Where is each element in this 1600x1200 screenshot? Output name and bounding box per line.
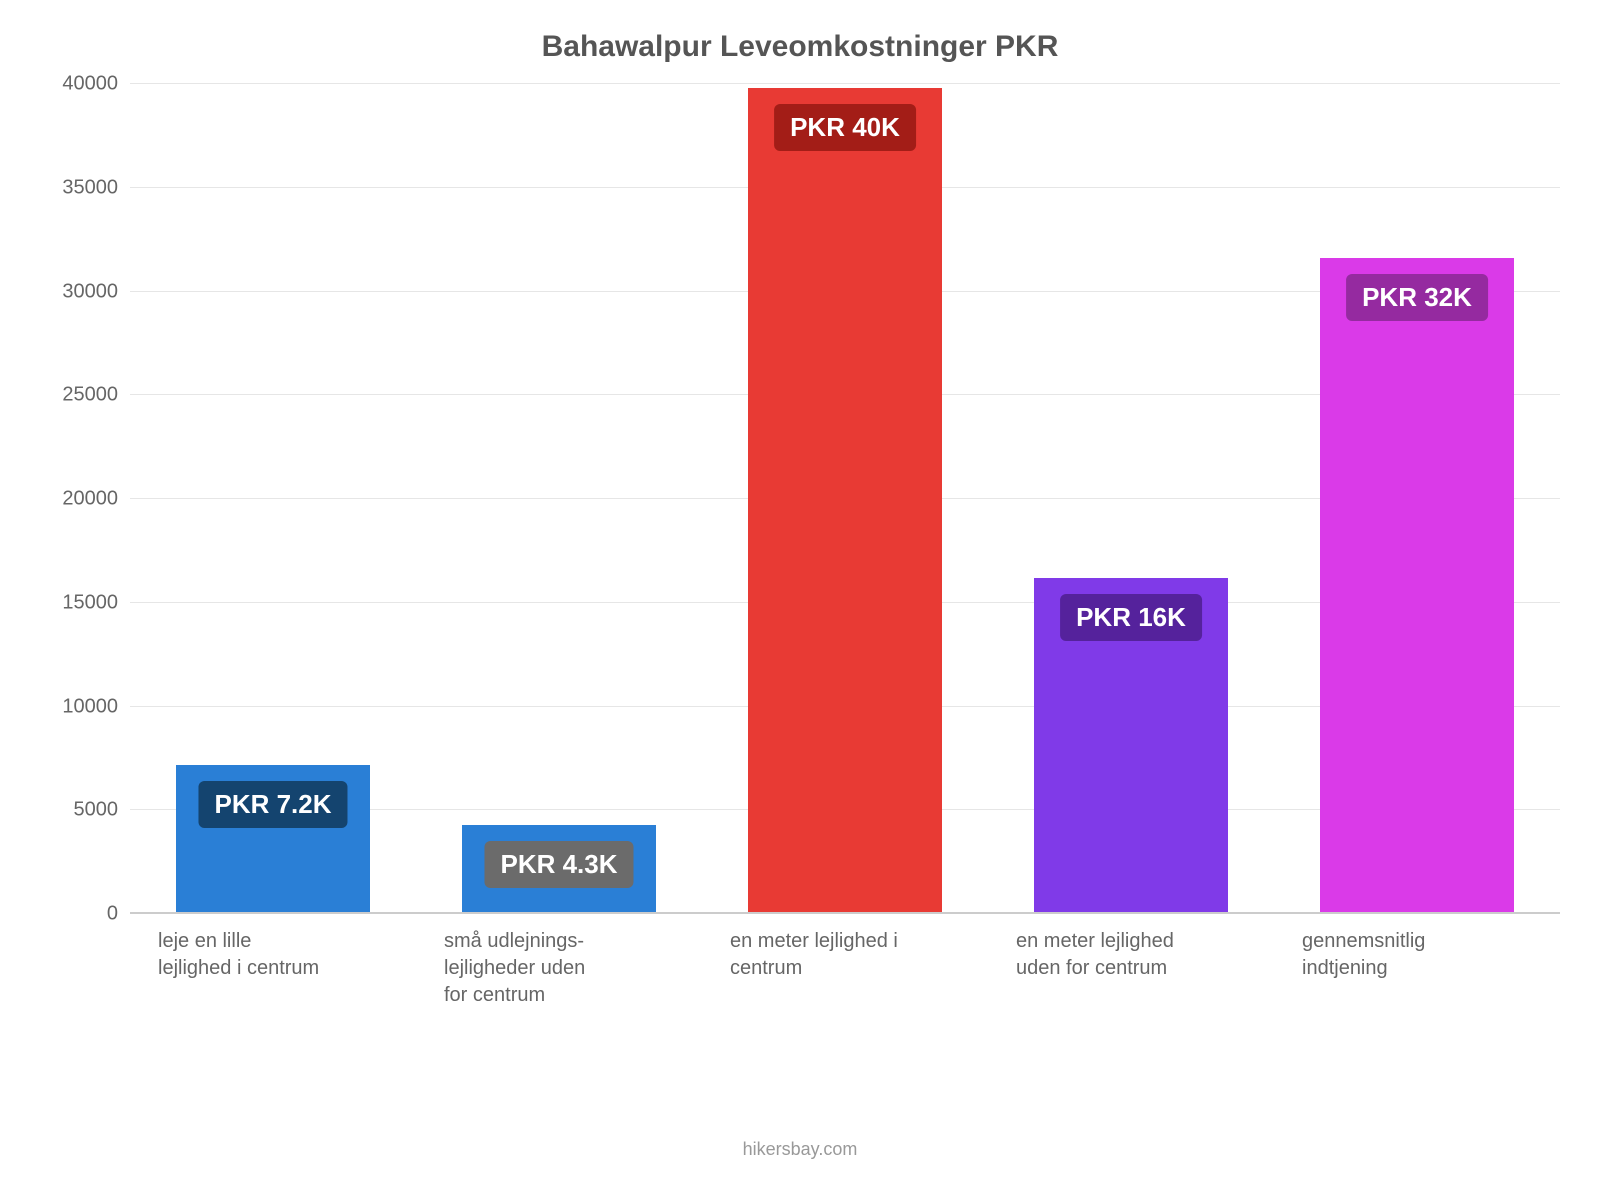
x-label-slot: en meter lejlighed i centrum	[702, 914, 988, 1009]
plot-area: PKR 7.2KPKR 4.3KPKR 40KPKR 16KPKR 32K 05…	[130, 84, 1560, 914]
value-badge: PKR 7.2K	[198, 781, 347, 828]
x-axis-label: leje en lille lejlighed i centrum	[158, 928, 328, 1009]
x-axis-label: en meter lejlighed uden for centrum	[1016, 928, 1186, 1009]
chart-title: Bahawalpur Leveomkostninger PKR	[40, 30, 1560, 64]
x-axis-label: en meter lejlighed i centrum	[730, 928, 900, 1009]
value-badge: PKR 40K	[774, 104, 916, 151]
bars-layer: PKR 7.2K PKR 4.3K PKR 40K PKR 16K PKR 32K	[130, 84, 1560, 914]
x-label-slot: gennemsnitlig indtjening	[1274, 914, 1560, 1009]
bar-slot: PKR 40K	[702, 84, 988, 914]
value-badge: PKR 16K	[1060, 594, 1202, 641]
y-axis-tick-label: 20000	[62, 488, 130, 511]
bar-slot: PKR 32K	[1274, 84, 1560, 914]
x-axis-label: små udlejnings-lejligheder uden for cent…	[444, 928, 614, 1009]
x-label-slot: leje en lille lejlighed i centrum	[130, 914, 416, 1009]
y-axis-tick-label: 30000	[62, 280, 130, 303]
y-axis-tick-label: 40000	[62, 73, 130, 96]
value-badge: PKR 32K	[1346, 274, 1488, 321]
bar: PKR 32K	[1320, 258, 1514, 914]
bar: PKR 40K	[748, 88, 942, 914]
x-axis-line	[130, 912, 1560, 914]
y-axis-tick-label: 15000	[62, 591, 130, 614]
y-axis-tick-label: 0	[107, 903, 130, 926]
value-badge: PKR 4.3K	[484, 841, 633, 888]
bar: PKR 7.2K	[176, 765, 370, 914]
bar: PKR 4.3K	[462, 825, 656, 914]
y-axis-tick-label: 5000	[74, 799, 131, 822]
x-label-slot: en meter lejlighed uden for centrum	[988, 914, 1274, 1009]
y-axis-tick-label: 25000	[62, 384, 130, 407]
bar-slot: PKR 16K	[988, 84, 1274, 914]
source-credit: hikersbay.com	[0, 1139, 1600, 1160]
x-label-slot: små udlejnings-lejligheder uden for cent…	[416, 914, 702, 1009]
bar-slot: PKR 4.3K	[416, 84, 702, 914]
bar: PKR 16K	[1034, 578, 1228, 914]
bar-slot: PKR 7.2K	[130, 84, 416, 914]
x-axis-label: gennemsnitlig indtjening	[1302, 928, 1472, 1009]
x-axis-labels: leje en lille lejlighed i centrum små udl…	[130, 914, 1560, 1009]
chart-container: Bahawalpur Leveomkostninger PKR PKR 7.2K…	[0, 0, 1600, 1200]
y-axis-tick-label: 35000	[62, 176, 130, 199]
y-axis-tick-label: 10000	[62, 695, 130, 718]
